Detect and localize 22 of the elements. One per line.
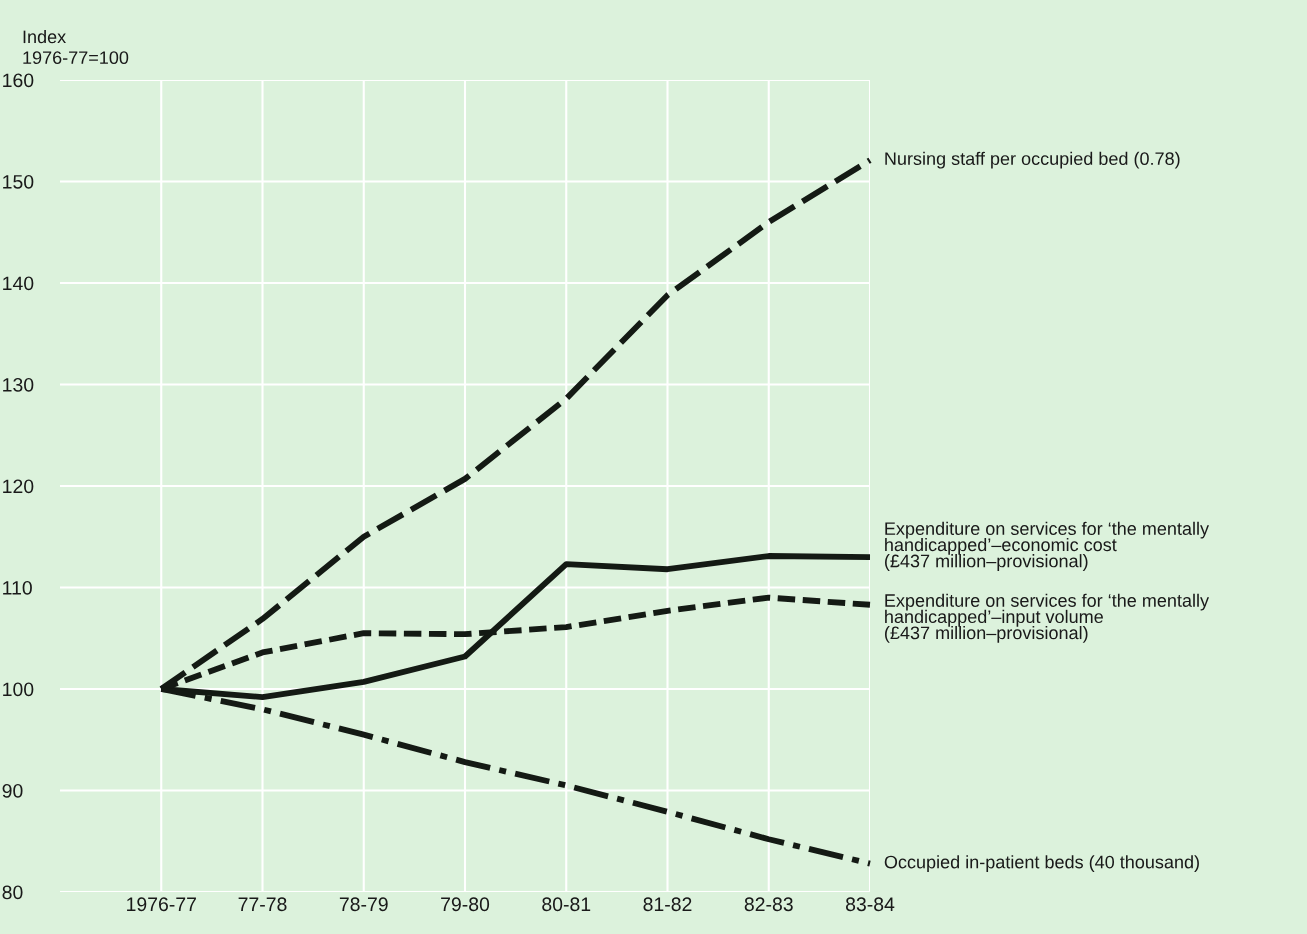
- x-tick-label: 82-83: [744, 897, 793, 912]
- y-tick-label: 130: [3, 377, 34, 392]
- y-tick-label: 110: [3, 580, 32, 595]
- series-label: Expenditure on services for ‘the mentally handicapped’–economic cost (£437 million–provisional): [885, 521, 1210, 571]
- y-tick-label: 120: [3, 479, 34, 494]
- x-tick-label: 1976-77: [127, 897, 196, 912]
- y-tick-label: 100: [3, 682, 34, 697]
- y-axis-title: Index 1976-77=100: [23, 30, 129, 65]
- y-tick-label: 80: [2, 885, 23, 900]
- y-tick-label: 90: [2, 783, 23, 798]
- x-tick-label: 78-79: [339, 897, 388, 912]
- x-tick-label: 80-81: [542, 897, 591, 912]
- x-tick-label: 79-80: [441, 897, 490, 912]
- y-tick-label: 150: [3, 174, 34, 189]
- y-tick-label: 160: [3, 73, 34, 88]
- x-tick-label: 83-84: [845, 897, 895, 912]
- x-tick-label: 77-78: [238, 897, 287, 912]
- series-label: Occupied in-patient beds (40 thousand): [884, 855, 1199, 872]
- series-label: Expenditure on services for ‘the mentally handicapped’–input volume (£437 million–provisional): [885, 593, 1210, 643]
- y-tick-label: 140: [3, 276, 34, 291]
- series-label: Nursing staff per occupied bed (0.78): [885, 151, 1180, 169]
- x-tick-label: 81-82: [643, 897, 692, 912]
